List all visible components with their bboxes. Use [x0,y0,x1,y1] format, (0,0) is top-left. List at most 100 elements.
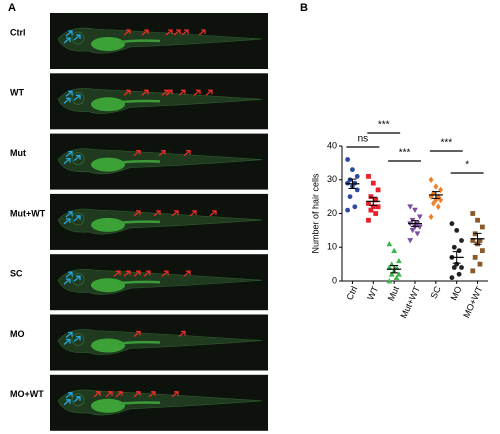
arrow [123,29,131,36]
data-point [472,254,478,260]
arrow [123,89,131,96]
data-point [412,224,418,230]
data-point [438,186,444,194]
arrow [63,399,71,406]
arrow [161,270,169,277]
yolk [91,157,125,172]
arrow [173,29,181,36]
arrow [63,97,71,104]
arrow [178,89,186,96]
arrow [65,150,73,158]
arrow [183,149,191,157]
arrow [178,330,186,337]
arrow [93,391,101,398]
data-point [345,157,351,162]
data-point [345,180,351,186]
panel-label: A [8,2,16,14]
arrow [171,391,179,398]
y-tick-label: 0 [332,275,337,285]
data-point [396,271,402,277]
data-point [386,278,393,284]
data-point [479,248,485,254]
gut [117,160,161,164]
data-point [386,264,393,270]
arrow [171,210,179,217]
eye [71,152,85,166]
data-point [459,238,464,243]
significance-label: *** [440,138,452,149]
arrow [165,89,173,96]
data-point [350,167,355,173]
row-label: WT [10,88,24,98]
arrow [133,330,141,337]
data-point [435,193,441,200]
data-point [449,275,455,281]
error-bar [431,191,440,199]
data-point [475,217,480,223]
data-point [407,238,414,244]
gut [117,99,161,104]
arrow [198,29,206,36]
significance-label: * [465,160,469,171]
data-point [347,194,353,200]
yolk [91,97,125,112]
error-bar [348,178,357,190]
arrow [73,94,81,101]
arrow [133,391,141,398]
y-tick-label: 30 [327,174,337,184]
data-point [470,268,476,274]
data-point [456,248,462,254]
data-point [477,261,483,267]
arrow [158,149,166,157]
arrow [63,37,71,44]
data-point [414,231,421,237]
data-point [373,197,379,203]
data-point [375,204,381,210]
data-point [396,257,402,264]
arrow [73,34,81,41]
data-point [373,211,379,216]
eye [71,31,85,45]
data-point [416,224,423,230]
arrow [63,338,71,345]
gut [117,340,161,345]
arrow [153,210,161,217]
x-tick-label: Mut+WT [398,284,422,320]
data-point [370,204,376,210]
data-point [431,200,436,207]
x-tick-label: Mut [386,284,402,302]
arrow [148,391,156,398]
arrow [105,391,113,398]
data-point [345,207,351,213]
arrow [65,271,73,278]
arrow [73,154,81,162]
arrow [65,392,73,399]
gut [117,280,161,285]
data-point [451,244,457,250]
data-point [352,204,358,210]
data-point [393,264,400,270]
arrow [193,89,201,96]
arrow [165,29,173,36]
arrow [133,149,141,157]
arrow [209,210,217,217]
data-point [470,211,476,216]
arrow [133,210,141,217]
arrow [65,30,73,37]
arrow [141,89,149,96]
y-tick-label: 40 [327,140,337,150]
row-label: SC [10,269,23,279]
data-point [451,265,457,270]
y-tick-label: 10 [327,242,337,252]
data-point [433,183,439,190]
data-point [368,207,374,213]
yolk [91,338,125,353]
data-point [449,221,455,227]
arrow [63,157,71,165]
data-point [412,207,418,214]
x-tick-label: Ctrl [344,285,359,302]
eye [71,333,85,346]
data-point [470,238,476,243]
arrow [73,215,81,222]
